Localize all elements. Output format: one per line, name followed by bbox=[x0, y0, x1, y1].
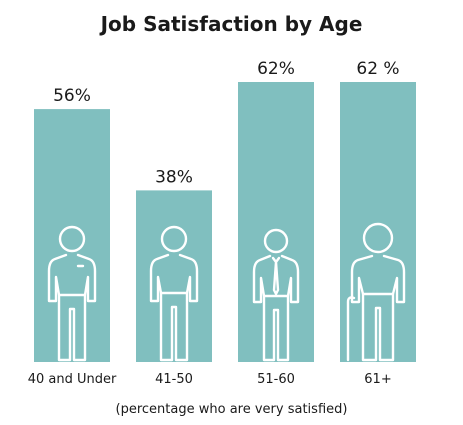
data-label: 62% bbox=[257, 59, 295, 79]
person-with-tie-icon bbox=[252, 228, 300, 362]
adult-person-icon bbox=[149, 225, 199, 362]
bar-41-50 bbox=[136, 190, 212, 362]
x-tick-label: 40 and Under bbox=[28, 372, 117, 387]
elderly-person-with-cane-icon bbox=[346, 222, 406, 362]
bar-61- bbox=[340, 82, 416, 362]
data-label: 56% bbox=[53, 86, 91, 106]
x-tick-label: 61+ bbox=[364, 372, 391, 387]
bar-40-and-under bbox=[34, 109, 110, 362]
chart-title: Job Satisfaction by Age bbox=[99, 12, 363, 36]
bar-51-60 bbox=[238, 82, 314, 362]
chart-subtitle: (percentage who are very satisfied) bbox=[116, 402, 348, 417]
data-label: 62 % bbox=[356, 59, 399, 79]
x-tick-label: 51-60 bbox=[257, 372, 295, 387]
x-tick-label: 41-50 bbox=[155, 372, 193, 387]
young-person-icon bbox=[47, 225, 97, 362]
bars-layer: 56% 40 and Under 38% 41-50 62% 51-60 62 % 61+ bbox=[28, 59, 416, 387]
data-label: 38% bbox=[155, 167, 193, 187]
